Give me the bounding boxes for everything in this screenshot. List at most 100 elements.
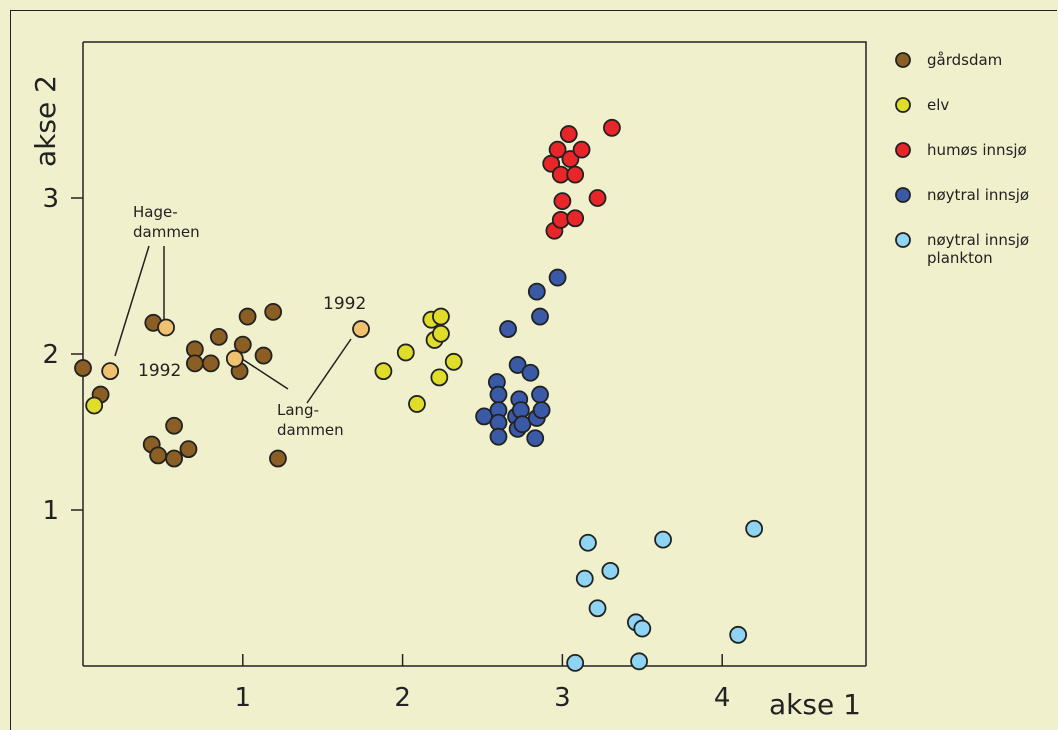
data-point [165, 416, 183, 435]
legend-label: nøytral innsjø plankton [927, 231, 1029, 267]
data-point [572, 140, 591, 159]
data-point [579, 533, 597, 552]
data-point [185, 354, 204, 373]
plot-border [83, 41, 867, 666]
series-group [85, 307, 463, 415]
data-point [633, 619, 652, 638]
data-point [513, 415, 532, 434]
data-point [566, 209, 585, 228]
data-point [566, 653, 585, 672]
data-point [601, 561, 620, 580]
annotation-leader-line [235, 354, 289, 390]
data-point [432, 324, 450, 343]
data-point [254, 346, 273, 365]
data-point [531, 307, 549, 326]
x-tick-label: 2 [394, 683, 411, 713]
data-point [561, 150, 580, 168]
data-point [430, 368, 449, 387]
legend-swatch [895, 187, 911, 203]
data-point [548, 140, 567, 159]
data-point [74, 359, 92, 377]
x-axis-title: akse 1 [769, 688, 861, 721]
x-tick-label: 3 [554, 683, 571, 713]
data-point [374, 362, 393, 381]
data-point [269, 449, 287, 468]
data-point [408, 395, 426, 413]
data-point [527, 282, 546, 301]
annotation-label: Hage-dammen [133, 203, 200, 241]
legend-item: elv [895, 96, 949, 114]
data-point [588, 599, 607, 618]
data-point [149, 446, 168, 465]
data-point [489, 385, 508, 404]
legend: gårdsdam elv humøs innsjø nøytral innsjø nøy… [895, 51, 1029, 267]
legend-item: nøytral innsjø plankton [895, 231, 1029, 267]
legend-swatch [895, 142, 911, 158]
data-point [729, 625, 748, 644]
y-tick-label: 1 [42, 496, 59, 526]
legend-swatch [895, 232, 911, 248]
annotation-label: 1992 [138, 361, 181, 381]
data-point [548, 268, 567, 287]
x-tick-label: 1 [235, 683, 252, 713]
annotation-label: Lang-dammen [277, 401, 344, 439]
data-point [508, 356, 527, 374]
data-point [352, 320, 370, 338]
legend-label: nøytral innsjø [927, 186, 1029, 204]
legend-item: nøytral innsjø [895, 186, 1029, 204]
legend-swatch [895, 97, 911, 113]
data-point [551, 210, 570, 229]
legend-item: humøs innsjø [895, 141, 1027, 159]
series-group [542, 118, 621, 240]
data-point [566, 165, 585, 184]
data-point [575, 569, 594, 588]
data-point [432, 307, 450, 326]
data-point [179, 440, 198, 459]
y-axis-title: akse 2 [29, 75, 62, 167]
legend-label: gårdsdam [927, 51, 1002, 69]
data-points [74, 118, 764, 672]
y-tick-label: 2 [42, 340, 59, 370]
data-point [559, 125, 578, 143]
series-group [101, 318, 370, 381]
data-point [201, 354, 220, 373]
data-point [654, 530, 672, 549]
series-group [566, 519, 764, 672]
scatter-chart: 1 2 3 4 1 2 3 akse 1 akse 2 Hage-dammen 1992 199… [29, 41, 1029, 721]
series-group [475, 268, 567, 448]
data-point [588, 189, 607, 207]
legend-item: gårdsdam [895, 51, 1002, 69]
data-point [489, 427, 508, 446]
annotation-leader-line [306, 338, 352, 404]
data-point [85, 396, 104, 415]
data-point [165, 449, 183, 468]
data-point [475, 407, 493, 426]
data-point [157, 318, 175, 337]
annotations: Hage-dammen 1992 1992 Lang-dammen [133, 203, 366, 439]
legend-label: humøs innsjø [927, 141, 1027, 159]
annotation-leader-line [114, 245, 150, 357]
data-point [233, 335, 252, 354]
data-point [396, 343, 415, 362]
ticks: 1 2 3 4 1 2 3 [42, 184, 730, 713]
legend-label: elv [927, 96, 949, 114]
data-point [745, 519, 764, 538]
data-point [553, 192, 572, 211]
data-point [101, 362, 120, 381]
annotation-label: 1992 [323, 294, 366, 314]
x-tick-label: 4 [714, 683, 731, 713]
data-point [264, 302, 283, 321]
data-point [603, 118, 621, 137]
data-point [532, 401, 551, 420]
data-point [531, 385, 549, 404]
data-point [444, 352, 463, 371]
data-point [521, 363, 540, 382]
chart-frame: 1 2 3 4 1 2 3 akse 1 akse 2 Hage-dammen 1992 199… [10, 10, 1057, 730]
data-point [499, 320, 517, 338]
data-point [238, 307, 257, 326]
data-point [526, 429, 545, 448]
y-tick-label: 3 [42, 184, 59, 214]
data-point [209, 327, 228, 346]
data-point [630, 652, 648, 671]
legend-swatch [895, 52, 911, 68]
